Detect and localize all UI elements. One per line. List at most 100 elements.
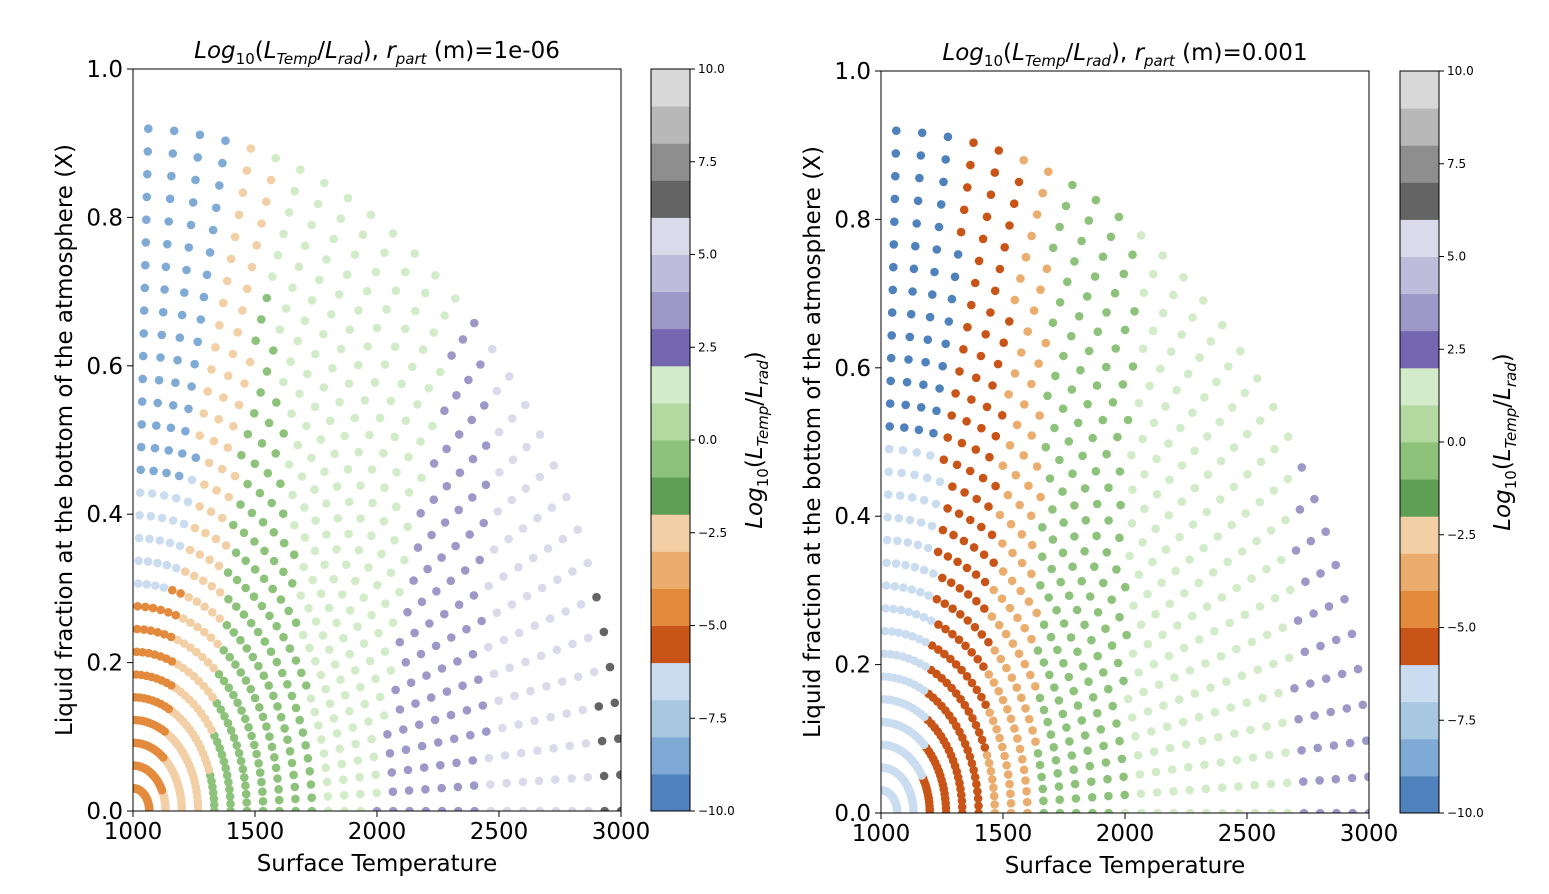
scatter-point [889, 240, 899, 249]
scatter-point [881, 649, 889, 659]
scatter-point [1068, 180, 1077, 190]
scatter-point [977, 522, 986, 532]
scatter-point [252, 241, 261, 250]
scatter-point [389, 806, 398, 811]
scatter-point [952, 460, 962, 470]
scatter-point [977, 692, 986, 702]
scatter-point [1115, 533, 1124, 543]
scatter-point [322, 777, 332, 787]
x-tick-label: 1000 [104, 819, 163, 845]
scatter-point [894, 628, 904, 637]
scatter-point [430, 715, 440, 725]
scatter-point [385, 749, 395, 758]
scatter-point [551, 806, 561, 811]
scatter-point [193, 153, 202, 162]
scatter-point [454, 505, 464, 515]
scatter-point [431, 271, 440, 280]
scatter-point [605, 662, 615, 672]
scatter-point [1282, 778, 1292, 788]
scatter-point [1161, 402, 1170, 411]
scatter-point [1096, 725, 1106, 734]
scatter-point [1181, 740, 1191, 749]
scatter-point [279, 567, 288, 577]
x-tick-label: 2500 [470, 819, 529, 845]
scatter-point [232, 741, 242, 750]
scatter-point [1255, 602, 1265, 611]
scatter-point [502, 806, 512, 811]
scatter-point [252, 749, 261, 759]
scatter-point [1077, 576, 1086, 586]
scatter-point [1190, 446, 1199, 456]
scatter-point [1228, 403, 1237, 412]
scatter-point [191, 175, 200, 185]
scatter-point [436, 760, 445, 770]
scatter-point [209, 663, 218, 673]
scatter-point [464, 375, 473, 385]
scatter-point [165, 538, 175, 548]
scatter-point [1058, 548, 1068, 558]
scatter-point [1119, 772, 1128, 782]
scatter-point [320, 467, 329, 477]
scatter-point [1140, 470, 1149, 479]
scatter-point [207, 582, 217, 591]
scatter-point [256, 388, 265, 397]
scatter-point [1070, 532, 1079, 541]
scatter-point [597, 736, 607, 746]
x-tick-label: 2000 [1096, 821, 1155, 847]
scatter-point [1055, 808, 1065, 813]
scatter-point [1348, 808, 1357, 813]
scatter-point [382, 305, 391, 314]
scatter-point [437, 806, 447, 811]
scatter-point [919, 565, 929, 575]
scatter-point [1276, 555, 1286, 565]
colorbar-segment [651, 217, 690, 255]
scatter-point [927, 521, 937, 531]
scatter-point [1315, 776, 1324, 785]
scatter-point [138, 374, 147, 384]
scatter-point [1253, 374, 1262, 383]
scatter-point [1051, 756, 1061, 765]
scatter-point [1115, 736, 1124, 746]
scatter-point [1019, 765, 1029, 775]
scatter-point [493, 507, 503, 516]
scatter-point [1087, 793, 1097, 802]
scatter-point [1148, 557, 1157, 567]
scatter-point [1059, 351, 1068, 361]
scatter-point [180, 288, 189, 297]
scatter-point [250, 565, 260, 574]
colorbar-segment [1400, 664, 1439, 703]
scatter-point [372, 788, 382, 798]
scatter-point [291, 806, 300, 811]
scatter-point [1188, 313, 1197, 322]
scatter-point [1200, 393, 1209, 402]
scatter-point [510, 691, 519, 701]
scatter-point [1255, 497, 1265, 507]
scatter-point [1088, 433, 1097, 443]
scatter-point [454, 806, 463, 811]
scatter-point [455, 468, 465, 478]
scatter-point [222, 770, 232, 780]
scatter-point [452, 758, 461, 768]
scatter-point [187, 475, 197, 485]
scatter-point [1104, 516, 1113, 525]
scatter-point [1020, 659, 1030, 669]
scatter-point [468, 493, 477, 502]
scatter-point [994, 686, 1003, 696]
scatter-point [417, 597, 427, 607]
scatter-point [1316, 641, 1325, 651]
scatter-point [1224, 362, 1233, 371]
scatter-point [371, 267, 381, 277]
scatter-point [300, 241, 310, 251]
scatter-point [1134, 668, 1143, 677]
scatter-point [477, 616, 486, 626]
scatter-point [1059, 518, 1068, 527]
scatter-point [380, 647, 390, 656]
scatter-point [1043, 717, 1052, 727]
scatter-point [998, 461, 1008, 471]
colorbar-tick-label: 10.0 [698, 62, 725, 76]
scatter-point [1048, 535, 1058, 544]
scatter-point [307, 806, 317, 811]
scatter-point [462, 706, 472, 715]
colorbar-segment [1400, 738, 1439, 777]
